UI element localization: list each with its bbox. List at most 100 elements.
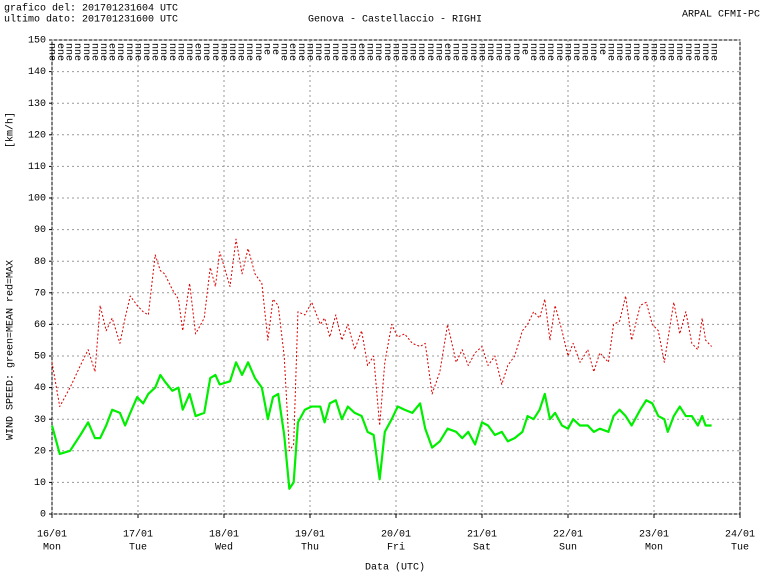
direction-label: nne (639, 43, 650, 61)
x-tick-label: 16/01 (37, 529, 67, 541)
direction-label: nne (553, 43, 564, 61)
y-tick-label: 100 (28, 194, 46, 205)
direction-label: nne (407, 43, 418, 61)
x-tick-label: 23/01 (639, 529, 669, 541)
direction-label: nne (467, 43, 478, 61)
direction-label: nne (329, 43, 340, 61)
direction-label: nne (346, 43, 357, 61)
direction-label: ne (269, 43, 280, 55)
direction-label: nne (510, 43, 521, 61)
direction-label: nne (174, 43, 185, 61)
direction-label: nne (63, 43, 74, 61)
direction-label: nne (450, 43, 461, 61)
direction-label: ne (260, 43, 271, 55)
y-axis-unit: [km/h] (5, 112, 17, 148)
x-tick-weekday: Mon (645, 543, 663, 554)
direction-label: nne (622, 43, 633, 61)
direction-label: ene (286, 43, 297, 61)
x-tick-label: 18/01 (209, 529, 239, 541)
direction-label: nne (183, 43, 194, 61)
direction-label: nne (97, 43, 108, 61)
direction-label: nne (278, 43, 289, 61)
x-tick-weekday: Tue (731, 543, 749, 554)
direction-label: nne (243, 43, 254, 61)
direction-label: nne (699, 43, 710, 61)
direction-label: nne (381, 43, 392, 61)
x-tick-weekday: Thu (301, 542, 319, 554)
direction-label: nne (149, 43, 160, 61)
direction-label: nne (200, 43, 211, 61)
direction-label: nne (501, 43, 512, 61)
direction-label: nne (424, 43, 435, 61)
direction-label: nne (493, 43, 504, 61)
header-line: grafico del: 201701231604 UTC (4, 3, 178, 15)
direction-label: nne (475, 43, 486, 61)
direction-label: ene (192, 43, 203, 61)
x-tick-label: 19/01 (295, 529, 325, 541)
direction-label: nne (415, 43, 426, 61)
y-tick-label: 20 (34, 446, 46, 457)
direction-label: nne (613, 43, 624, 61)
y-tick-label: 60 (34, 320, 46, 331)
direction-label: nne (647, 43, 658, 61)
x-tick-label: 21/01 (467, 529, 497, 541)
y-axis-label: WIND SPEED: green=MEAN red=MAX (5, 260, 17, 440)
chart-title: Genova - Castellaccio - RIGHI (308, 14, 482, 26)
direction-label: nne (665, 43, 676, 61)
x-axis-label: Data (UTC) (365, 562, 425, 574)
direction-label: nne (364, 43, 375, 61)
direction-label: nne (458, 43, 469, 61)
x-tick-label: 22/01 (553, 529, 583, 541)
direction-label: nne (338, 43, 349, 61)
direction-label: nne (604, 43, 615, 61)
direction-label: nne (140, 43, 151, 61)
direction-label: nne (217, 43, 228, 61)
direction-label: nne (45, 43, 56, 61)
direction-label: nne (209, 43, 220, 61)
y-tick-label: 140 (28, 67, 46, 78)
y-tick-label: 50 (34, 352, 46, 363)
direction-label: nne (527, 43, 538, 61)
direction-label: nne (673, 43, 684, 61)
direction-label: ne (596, 43, 607, 55)
direction-label: nne (656, 43, 667, 61)
header-line: ultimo dato: 201701231600 UTC (4, 14, 178, 26)
x-tick-label: 24/01 (725, 529, 755, 541)
direction-label: nne (157, 43, 168, 61)
direction-label: nne (88, 43, 99, 61)
y-tick-label: 0 (40, 510, 46, 521)
y-tick-label: 120 (28, 130, 46, 141)
direction-label: nne (303, 43, 314, 61)
x-tick-weekday: Fri (387, 542, 405, 554)
direction-label: nne (235, 43, 246, 61)
series-line (50, 361, 712, 490)
direction-label: nne (579, 43, 590, 61)
direction-label: nne (398, 43, 409, 61)
direction-label: nne (561, 43, 572, 61)
x-tick-weekday: Tue (129, 543, 147, 554)
y-tick-label: 90 (34, 225, 46, 236)
x-tick-weekday: Wed (215, 542, 233, 554)
direction-label: ene (54, 43, 65, 61)
direction-label: nne (484, 43, 495, 61)
direction-label: nne (432, 43, 443, 61)
x-tick-label: 20/01 (381, 529, 411, 541)
direction-label: nne (166, 43, 177, 61)
y-tick-label: 40 (34, 383, 46, 394)
direction-label: nne (131, 43, 142, 61)
direction-label: nne (708, 43, 719, 61)
direction-label: ne (518, 43, 529, 55)
direction-label: nne (682, 43, 693, 61)
x-tick-weekday: Sat (473, 543, 491, 554)
direction-label: nne (123, 43, 134, 61)
direction-label: nne (630, 43, 641, 61)
direction-label: nne (372, 43, 383, 61)
y-tick-label: 110 (28, 162, 46, 173)
direction-label: nne (80, 43, 91, 61)
y-tick-label: 150 (28, 36, 46, 47)
source: ARPAL CFMI-PC (682, 10, 760, 21)
direction-label: nne (312, 43, 323, 61)
direction-label: nne (295, 43, 306, 61)
direction-label: nne (226, 43, 237, 61)
